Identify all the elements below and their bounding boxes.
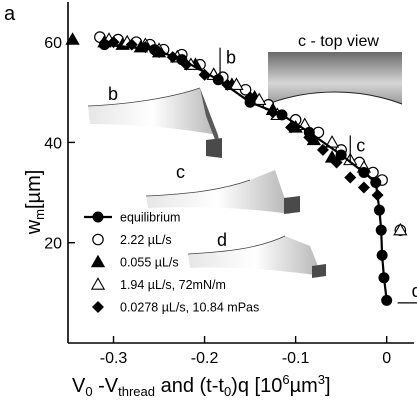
legend-entry: 2.22 µL/s	[92, 233, 172, 247]
data-point	[98, 39, 110, 51]
data-point	[316, 143, 329, 156]
data-point	[252, 92, 267, 105]
legend-entry: 1.94 µL/s, 72mN/m	[90, 277, 226, 292]
data-point	[358, 167, 370, 178]
inset-topview: c - top view	[267, 33, 403, 105]
y-tick-label: 40	[44, 135, 62, 152]
series-filled-circle-line	[98, 39, 393, 306]
legend-marker	[90, 277, 106, 290]
data-point	[376, 249, 388, 261]
legend-marker	[92, 211, 104, 223]
x-tick-label: -0.2	[191, 350, 219, 367]
legend-entry: equilibrium	[84, 211, 180, 225]
legend-marker	[92, 233, 104, 246]
data-point	[373, 204, 385, 216]
legend-entry: 0.055 µL/s	[90, 254, 179, 270]
data-point	[303, 126, 315, 138]
data-point	[149, 44, 160, 56]
panel-label: a	[4, 3, 16, 25]
legend-label: equilibrium	[120, 211, 180, 225]
data-point	[370, 177, 382, 189]
legend-entry: 0.0278 µL/s, 10.84 mPas	[92, 301, 259, 315]
legend-label: 1.94 µL/s, 72mN/m	[120, 278, 226, 292]
data-point	[393, 222, 408, 236]
legend-marker	[92, 301, 104, 313]
legend-label: 0.055 µL/s	[120, 256, 179, 270]
annotation-label: d	[412, 281, 417, 301]
x-tick-label: -0.1	[282, 350, 310, 367]
axes: -0.3 -0.2 -0.1 0 20 40 60	[44, 2, 414, 367]
data-point	[335, 149, 347, 161]
legend-label: 0.0278 µL/s, 10.84 mPas	[120, 301, 259, 315]
inset-d: d	[187, 230, 326, 278]
data-point	[212, 74, 224, 86]
inset-d-label: d	[217, 230, 227, 250]
data-point	[244, 96, 256, 108]
inset-c: c	[145, 162, 300, 214]
data-point	[375, 224, 387, 236]
data-point	[139, 41, 152, 54]
annotation-label: b	[226, 48, 236, 68]
inset-topview-label: c - top view	[298, 33, 379, 50]
data-point	[344, 171, 357, 184]
x-tick-label: 0	[382, 350, 391, 367]
data-point	[357, 181, 370, 194]
y-axis-title: wm[µm]	[23, 170, 47, 236]
data-point	[378, 272, 390, 284]
legend: equilibrium 2.22 µL/s 0.055 µL/s 1.94 µL/s,…	[84, 211, 259, 315]
data-point	[381, 294, 393, 306]
y-tick-label: 20	[44, 236, 62, 253]
inset-b: b	[87, 84, 222, 158]
data-point	[324, 135, 340, 148]
x-axis-title: V0 -Vthread and (t-t0)q [106µm3]	[72, 372, 331, 399]
annotation-label: c	[356, 135, 365, 155]
data-point	[276, 109, 288, 121]
inset-b-label: b	[108, 84, 118, 104]
inset-c-label: c	[176, 162, 185, 182]
y-tick-label: 60	[44, 35, 62, 52]
data-point	[285, 121, 298, 134]
legend-marker	[90, 254, 106, 268]
data-point	[229, 77, 244, 90]
x-tick-label: -0.3	[100, 350, 128, 367]
data-point	[176, 54, 188, 66]
legend-label: 2.22 µL/s	[120, 233, 172, 247]
data-point	[65, 32, 80, 45]
